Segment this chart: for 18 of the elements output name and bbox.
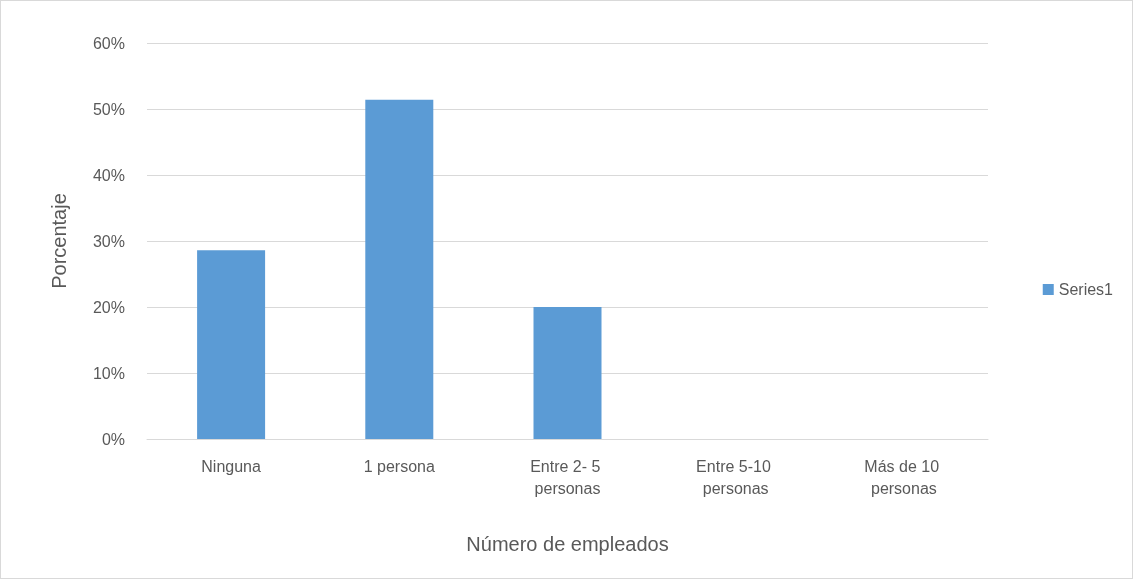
x-tick-label: 1 persona [363,457,435,475]
y-tick-label: 0% [101,430,125,448]
bar [365,99,434,439]
bar [197,250,266,439]
bar [533,307,602,439]
y-tick-label: 20% [92,298,125,316]
y-tick-label: 40% [92,166,125,184]
x-tick-label: Entre 2- 5 personas [530,457,605,497]
y-axis-title: Porcentaje [48,193,70,289]
x-tick-label: Entre 5-10 personas [696,457,776,497]
x-tick-label: Más de 10 personas [864,457,944,497]
x-tick-label: Ninguna [201,457,261,475]
y-tick-label: 50% [92,100,125,118]
y-tick-label: 60% [92,34,125,52]
legend-label: Series1 [1058,281,1114,298]
y-tick-label: 30% [92,232,125,250]
x-axis-title: Número de empleados [466,533,669,555]
y-tick-label: 10% [92,364,125,382]
